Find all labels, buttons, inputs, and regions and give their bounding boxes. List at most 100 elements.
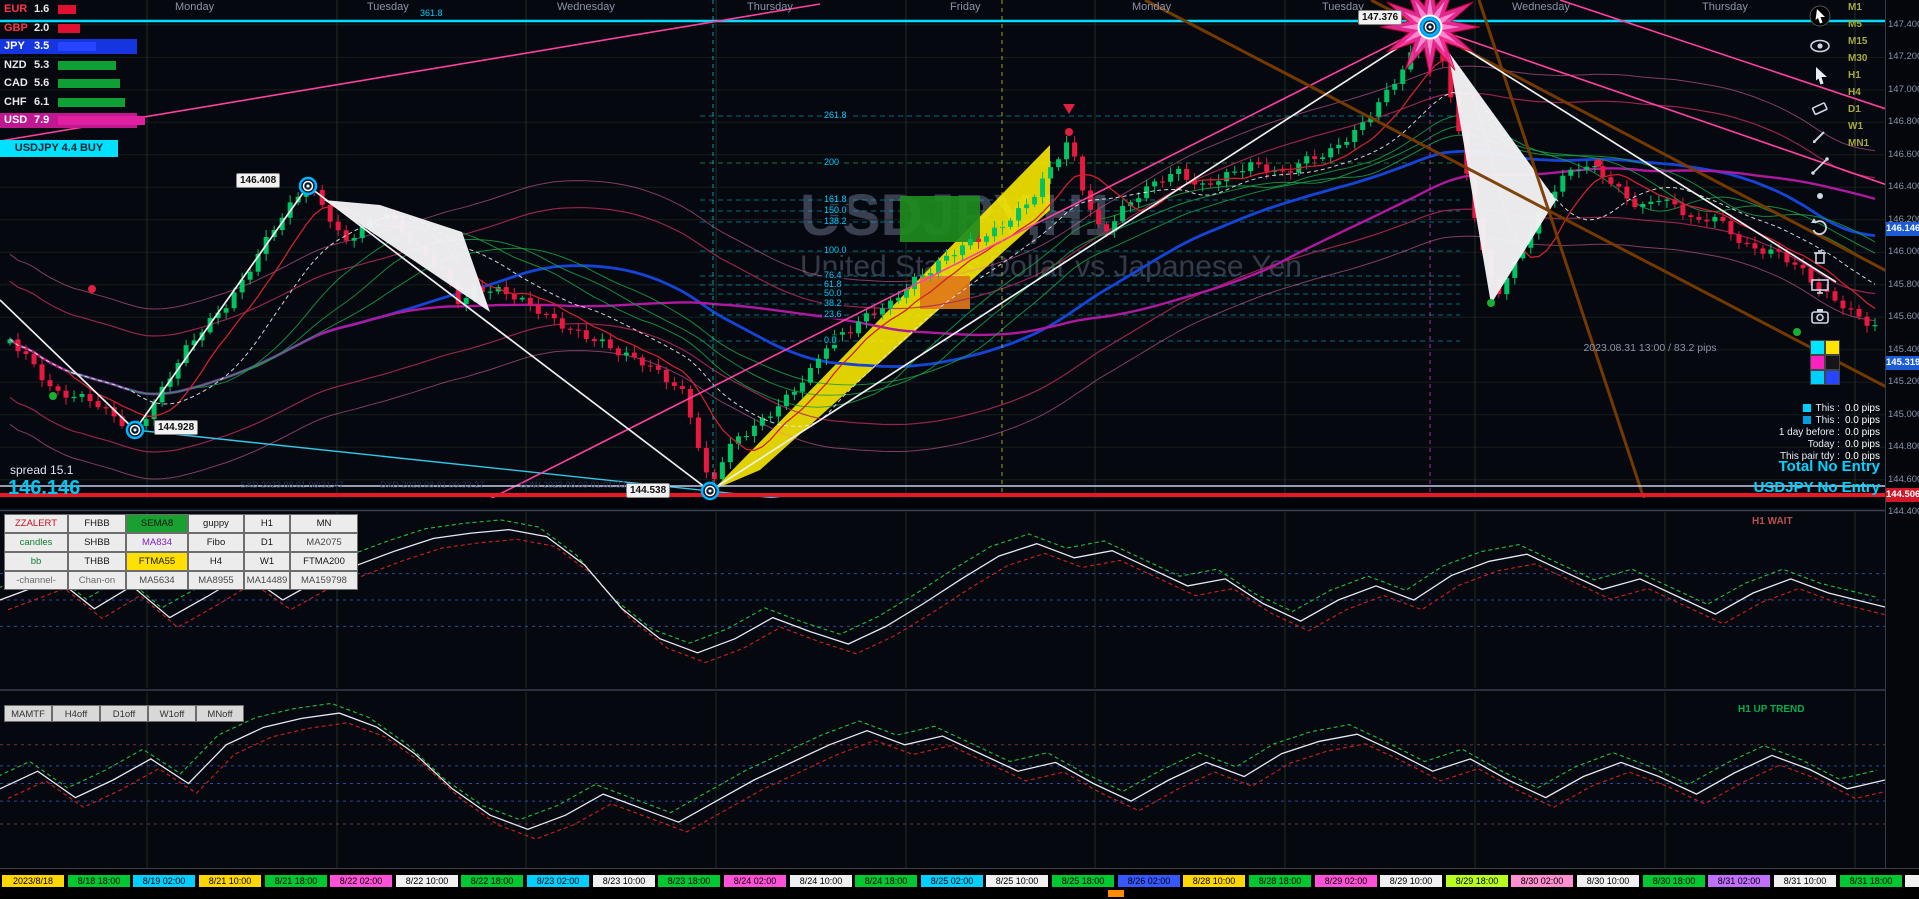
eye-icon[interactable] — [1808, 34, 1832, 58]
timeframe-m5[interactable]: M5 — [1848, 19, 1862, 30]
time-axis[interactable]: 2023/8/18 8/18 18:00 8/19 02:00 8/21 10:00 8… — [0, 868, 1919, 899]
price-axis[interactable]: 147.400 147.200 147.000 146.800 146.600 146.4… — [1885, 0, 1919, 868]
dot-icon[interactable] — [1808, 184, 1832, 208]
timeline-cell: 8/30 10:00 — [1577, 875, 1639, 887]
pips-legend-row: This :0.0 pips — [1660, 402, 1880, 414]
timeline-cell: 8/28 10:00 — [1183, 875, 1245, 887]
indicator-button-h1[interactable]: H1 — [244, 514, 290, 533]
color-swatch[interactable] — [1810, 370, 1825, 385]
indicator-button-ftma55[interactable]: FTMA55 — [126, 552, 188, 571]
indicator-button-mn[interactable]: MN — [290, 514, 358, 533]
currency-code: CHF — [4, 95, 27, 108]
cursor-icon[interactable] — [1808, 64, 1832, 88]
indicator-button-w1[interactable]: W1 — [244, 552, 290, 571]
pips-legend-row: 1 day before :0.0 pips — [1778, 426, 1880, 438]
timeframe-m15[interactable]: M15 — [1848, 36, 1868, 47]
spread-label: spread 15.1 — [10, 463, 74, 477]
indicator-button-guppy[interactable]: guppy — [188, 514, 244, 533]
indicator-button-ma834[interactable]: MA834 — [126, 533, 188, 552]
fibo-level-label: 261.8 — [822, 110, 849, 120]
mtf-button-w1off[interactable]: W1off — [148, 705, 196, 722]
color-swatch[interactable] — [1825, 370, 1840, 385]
pink-trendline — [1559, 0, 1885, 110]
timeframe-w1[interactable]: W1 — [1848, 121, 1863, 132]
indicator-button-ftma200[interactable]: FTMA200 — [290, 552, 358, 571]
timeline-cell: 8/29 18:00 — [1446, 875, 1508, 887]
color-swatch[interactable] — [1810, 340, 1825, 355]
currency-strength-value: 2.0 — [34, 21, 50, 34]
pattern-flag — [1448, 51, 1556, 304]
indicator-button-ma14489[interactable]: MA14489 — [244, 571, 290, 590]
channel-trendline — [1477, 0, 1649, 508]
indicator-button-zzalert[interactable]: ZZALERT — [4, 514, 68, 533]
timeframe-mn1[interactable]: MN1 — [1848, 138, 1870, 149]
pencil-icon[interactable] — [1808, 124, 1832, 148]
main-chart-layer — [0, 0, 1885, 508]
pink-trendline — [1429, 26, 1885, 186]
day-label: Thursday — [747, 1, 793, 13]
indicator-button-candles[interactable]: candles — [4, 533, 68, 552]
axis-tick-label: 146.000 — [1888, 246, 1919, 258]
mtf-button-mamtf[interactable]: MAMTF — [4, 705, 52, 722]
sell-dot — [1065, 128, 1073, 136]
color-swatch[interactable] — [1810, 355, 1825, 370]
price-tag[interactable]: 144.538 — [626, 483, 671, 498]
axis-tick-label: 147.000 — [1888, 83, 1919, 95]
mtf-button-mnoff[interactable]: MNoff — [196, 705, 244, 722]
trash-icon[interactable] — [1808, 244, 1832, 268]
timeframe-h1[interactable]: H1 — [1848, 70, 1861, 81]
indicator-button-channel[interactable]: -channel- — [4, 571, 68, 590]
swing-point-marker — [298, 176, 318, 196]
timeline-cell: 8/23 10:00 — [593, 875, 655, 887]
axis-tick-label: 145.400 — [1888, 343, 1919, 355]
timeframe-m30[interactable]: M30 — [1848, 53, 1868, 64]
badge-icon[interactable] — [1808, 4, 1832, 28]
sell-dot — [88, 285, 96, 293]
currency-strength-value: 5.3 — [34, 58, 50, 71]
indicator-button-shbb[interactable]: SHBB — [68, 533, 126, 552]
mtf-button-d1off[interactable]: D1off — [100, 705, 148, 722]
mtf-button-h4off[interactable]: H4off — [52, 705, 100, 722]
signal-date-info: 2023.08.31 13:00 / 83.2 pips — [1583, 342, 1717, 354]
timeframe-h4[interactable]: H4 — [1848, 87, 1861, 98]
timeframe-m1[interactable]: M1 — [1848, 2, 1862, 13]
axis-price-marker: 146.146 — [1886, 221, 1919, 236]
indicator-button-ma159798[interactable]: MA159798 — [290, 571, 358, 590]
drawing-toolbar — [1808, 4, 1836, 334]
indicator-button-ma5634[interactable]: MA5634 — [126, 571, 188, 590]
indicator-button-ma2075[interactable]: MA2075 — [290, 533, 358, 552]
indicator-button-h4[interactable]: H4 — [188, 552, 244, 571]
indicator-button-fhbb[interactable]: FHBB — [68, 514, 126, 533]
timeframe-d1[interactable]: D1 — [1848, 104, 1861, 115]
price-tag[interactable]: 146.408 — [236, 173, 281, 188]
signal-red-line — [7, 722, 1885, 840]
fibo-level-label: 0.0 — [822, 335, 839, 345]
timeline-cell: 8/23 18:00 — [658, 875, 720, 887]
eraser-icon[interactable] — [1808, 94, 1832, 118]
monitor-icon[interactable] — [1808, 274, 1832, 298]
color-swatch[interactable] — [1825, 355, 1840, 370]
pattern-flag — [324, 200, 490, 312]
fibo-level-label: 61.8 — [822, 279, 844, 289]
color-swatch[interactable] — [1825, 340, 1840, 355]
indicator-button-ma8955[interactable]: MA8955 — [188, 571, 244, 590]
buy-dot — [1487, 299, 1495, 307]
indicator-button-thbb[interactable]: THBB — [68, 552, 126, 571]
axis-tick-label: 146.800 — [1888, 116, 1919, 128]
price-tag[interactable]: 147.376 — [1358, 10, 1403, 25]
indicator-button-fibo[interactable]: Fibo — [188, 533, 244, 552]
undo-icon[interactable] — [1808, 214, 1832, 238]
current-price-label: 146.146 — [8, 477, 81, 499]
indicator-button-sema8[interactable]: SEMA8 — [126, 514, 188, 533]
indicator-button-d1[interactable]: D1 — [244, 533, 290, 552]
signal-green-line — [0, 702, 1878, 821]
indicator-button-chanon[interactable]: Chan-on — [68, 571, 126, 590]
price-tag[interactable]: 144.928 — [154, 420, 199, 435]
indicator-button-bb[interactable]: bb — [4, 552, 68, 571]
timeline-cell: 8/29 02:00 — [1315, 875, 1377, 887]
camera-icon[interactable] — [1808, 304, 1832, 328]
ruler-icon[interactable] — [1808, 154, 1832, 178]
timeline-cell: 8/30 02:00 — [1511, 875, 1573, 887]
timeline-cell: 8/22 02:00 — [330, 875, 392, 887]
